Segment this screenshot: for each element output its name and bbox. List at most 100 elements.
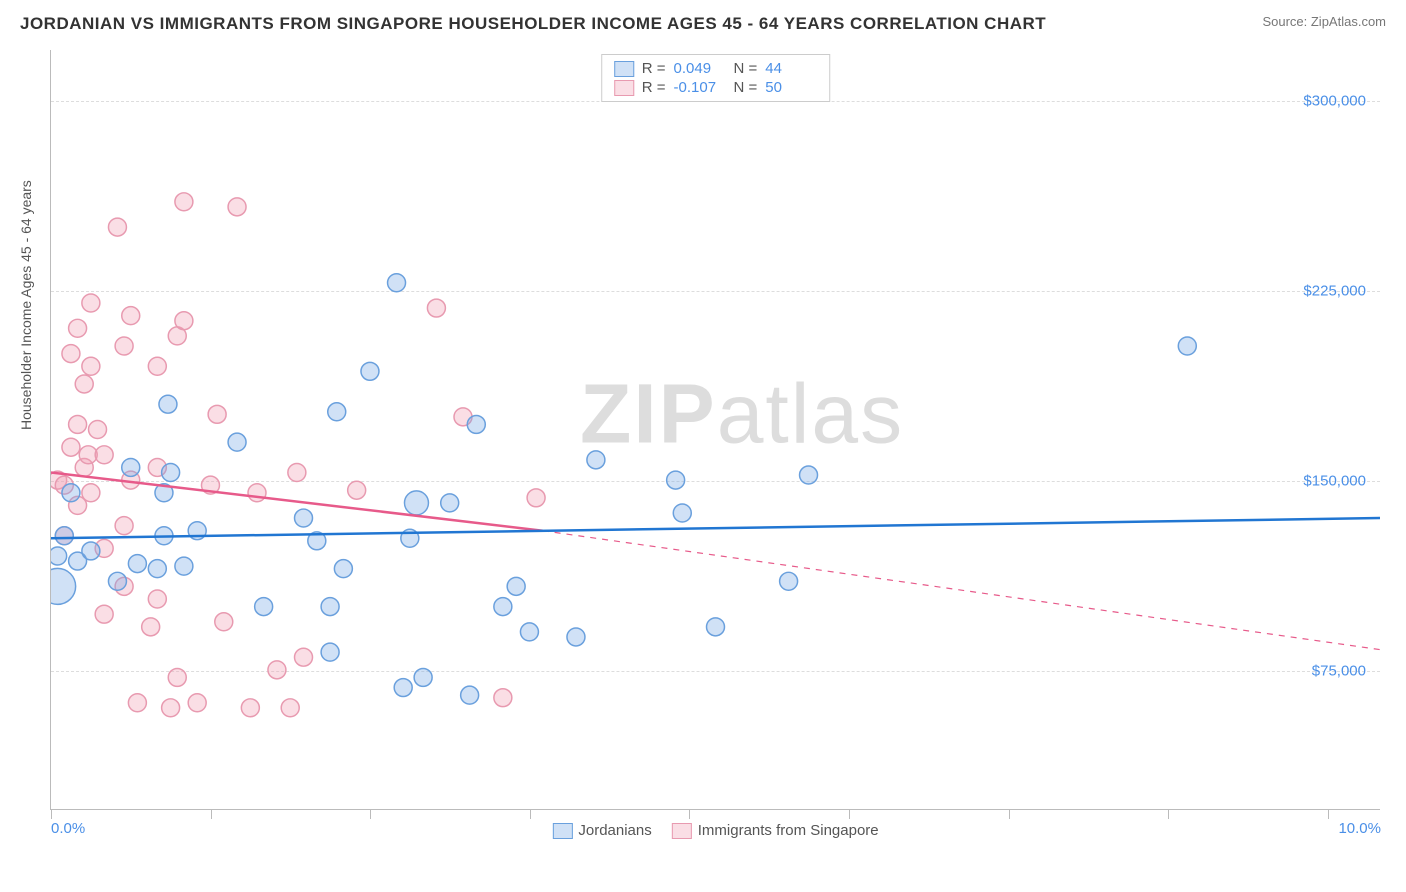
x-tick-label: 0.0% [51, 820, 85, 837]
data-point [75, 375, 93, 393]
data-point [507, 577, 525, 595]
data-point [800, 466, 818, 484]
x-tick [211, 809, 212, 819]
data-point [673, 504, 691, 522]
data-point [707, 618, 725, 636]
x-tick [530, 809, 531, 819]
data-point [394, 679, 412, 697]
data-point [295, 648, 313, 666]
data-point [467, 415, 485, 433]
data-point [348, 481, 366, 499]
data-point [62, 438, 80, 456]
series-legend: Jordanians Immigrants from Singapore [552, 822, 878, 839]
data-point [175, 312, 193, 330]
data-point [1178, 337, 1196, 355]
data-point [188, 694, 206, 712]
data-point [215, 613, 233, 631]
data-point [404, 491, 428, 515]
data-point [128, 694, 146, 712]
legend-swatch-blue [614, 61, 634, 77]
data-point [122, 307, 140, 325]
data-point [95, 605, 113, 623]
data-point [527, 489, 545, 507]
legend-item-jordanians: Jordanians [552, 822, 651, 839]
x-tick [1009, 809, 1010, 819]
data-point [82, 294, 100, 312]
data-point [441, 494, 459, 512]
x-tick [849, 809, 850, 819]
data-point [334, 560, 352, 578]
data-point [148, 590, 166, 608]
data-point [288, 464, 306, 482]
data-point [168, 668, 186, 686]
data-point [162, 464, 180, 482]
chart-plot-area: ZIPatlas R = 0.049 N = 44 R = -0.107 N =… [50, 50, 1380, 810]
data-point [95, 446, 113, 464]
legend-swatch-pink-2 [672, 823, 692, 839]
data-point [115, 517, 133, 535]
legend-swatch-pink [614, 80, 634, 96]
trend-line [51, 518, 1380, 538]
data-point [175, 193, 193, 211]
data-point [494, 598, 512, 616]
data-point [520, 623, 538, 641]
source-attribution: Source: ZipAtlas.com [1262, 14, 1386, 29]
data-point [361, 362, 379, 380]
data-point [82, 357, 100, 375]
chart-title: JORDANIAN VS IMMIGRANTS FROM SINGAPORE H… [20, 14, 1046, 34]
data-point [115, 337, 133, 355]
data-point [108, 218, 126, 236]
data-point [587, 451, 605, 469]
data-point [321, 598, 339, 616]
data-point [62, 345, 80, 363]
data-point [89, 421, 107, 439]
data-point [62, 484, 80, 502]
data-point [281, 699, 299, 717]
data-point [667, 471, 685, 489]
data-point [328, 403, 346, 421]
data-point [108, 572, 126, 590]
data-point [388, 274, 406, 292]
y-axis-label: Householder Income Ages 45 - 64 years [18, 180, 34, 430]
data-point [461, 686, 479, 704]
data-point [82, 542, 100, 560]
x-tick [1328, 809, 1329, 819]
x-tick [370, 809, 371, 819]
data-point [567, 628, 585, 646]
data-point [228, 433, 246, 451]
data-point [51, 568, 76, 604]
legend-row-jordanians: R = 0.049 N = 44 [614, 59, 818, 78]
legend-swatch-blue-2 [552, 823, 572, 839]
data-point [148, 560, 166, 578]
data-point [268, 661, 286, 679]
data-point [414, 668, 432, 686]
data-point [122, 458, 140, 476]
x-tick [51, 809, 52, 819]
data-point [208, 405, 226, 423]
data-point [248, 484, 266, 502]
data-point [51, 547, 67, 565]
data-point [228, 198, 246, 216]
data-point [162, 699, 180, 717]
data-point [69, 319, 87, 337]
data-point [780, 572, 798, 590]
data-point [427, 299, 445, 317]
trend-line [543, 531, 1380, 650]
data-point [69, 415, 87, 433]
data-point [175, 557, 193, 575]
data-point [494, 689, 512, 707]
data-point [82, 484, 100, 502]
x-tick [1168, 809, 1169, 819]
legend-row-singapore: R = -0.107 N = 50 [614, 78, 818, 97]
data-point [159, 395, 177, 413]
data-point [255, 598, 273, 616]
data-point [241, 699, 259, 717]
data-point [55, 527, 73, 545]
x-tick-label: 10.0% [1338, 820, 1381, 837]
correlation-legend: R = 0.049 N = 44 R = -0.107 N = 50 [601, 54, 831, 102]
data-point [295, 509, 313, 527]
chart-header: JORDANIAN VS IMMIGRANTS FROM SINGAPORE H… [0, 0, 1406, 40]
scatter-svg [51, 50, 1380, 809]
data-point [148, 357, 166, 375]
x-tick [689, 809, 690, 819]
